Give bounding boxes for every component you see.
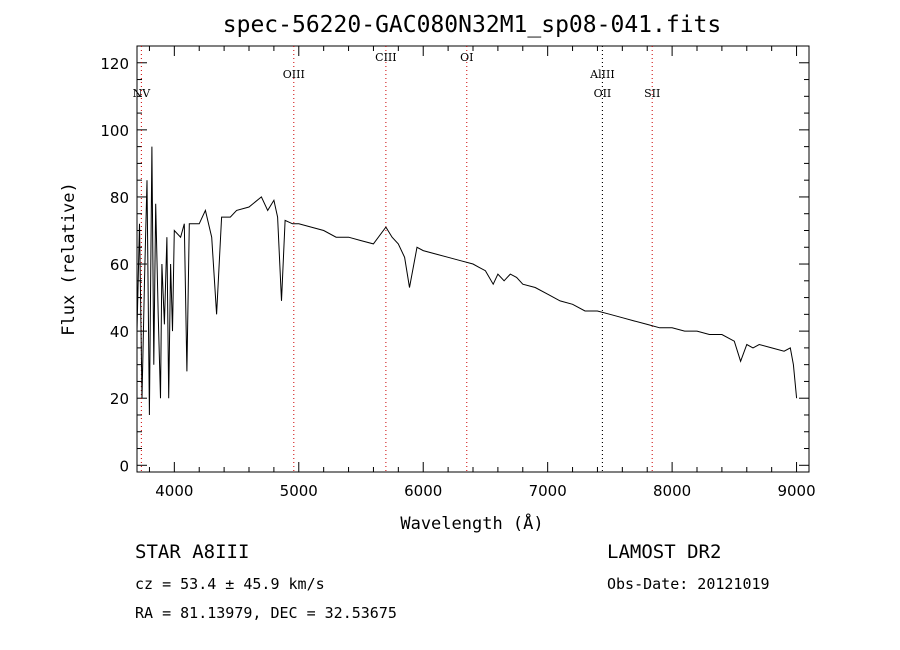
y-axis-label: Flux (relative) [59,182,79,336]
plot-frame [136,45,810,473]
line-label: OI [460,51,473,64]
line-label: NV [133,87,152,100]
chart-title: spec-56220-GAC080N32M1_sp08-041.fits [223,12,722,38]
y-tick-label: 20 [110,390,129,408]
survey-label: LAMOST DR2 [607,541,722,563]
line-label: CIII [375,51,396,64]
x-axis-label: Wavelength (Å) [400,512,543,534]
line-label: SII [644,87,660,100]
redshift-info: cz = 53.4 ± 45.9 km/s [135,575,325,593]
coordinates: RA = 81.13979, DEC = 32.53675 [135,604,397,622]
axis-ticks: 4000 5000 6000 7000 8000 9000 0 20 40 60 80 100 120 [100,46,816,500]
object-class: STAR A8III [135,541,250,563]
y-tick-label: 0 [119,457,129,475]
x-tick-label: 4000 [155,482,193,500]
y-tick-label: 40 [110,323,129,341]
line-label: OII [594,87,612,100]
x-tick-label: 5000 [280,482,318,500]
spectrum-line [136,146,798,416]
x-tick-label: 7000 [529,482,567,500]
x-tick-label: 8000 [653,482,691,500]
y-tick-label: 120 [100,55,129,73]
y-tick-label: 100 [100,122,129,140]
line-label: OIII [283,68,305,81]
x-tick-label: 9000 [777,482,815,500]
y-tick-label: 60 [110,256,129,274]
x-tick-label: 6000 [404,482,442,500]
obs-date: Obs-Date: 20121019 [607,575,770,593]
y-tick-label: 80 [110,189,129,207]
